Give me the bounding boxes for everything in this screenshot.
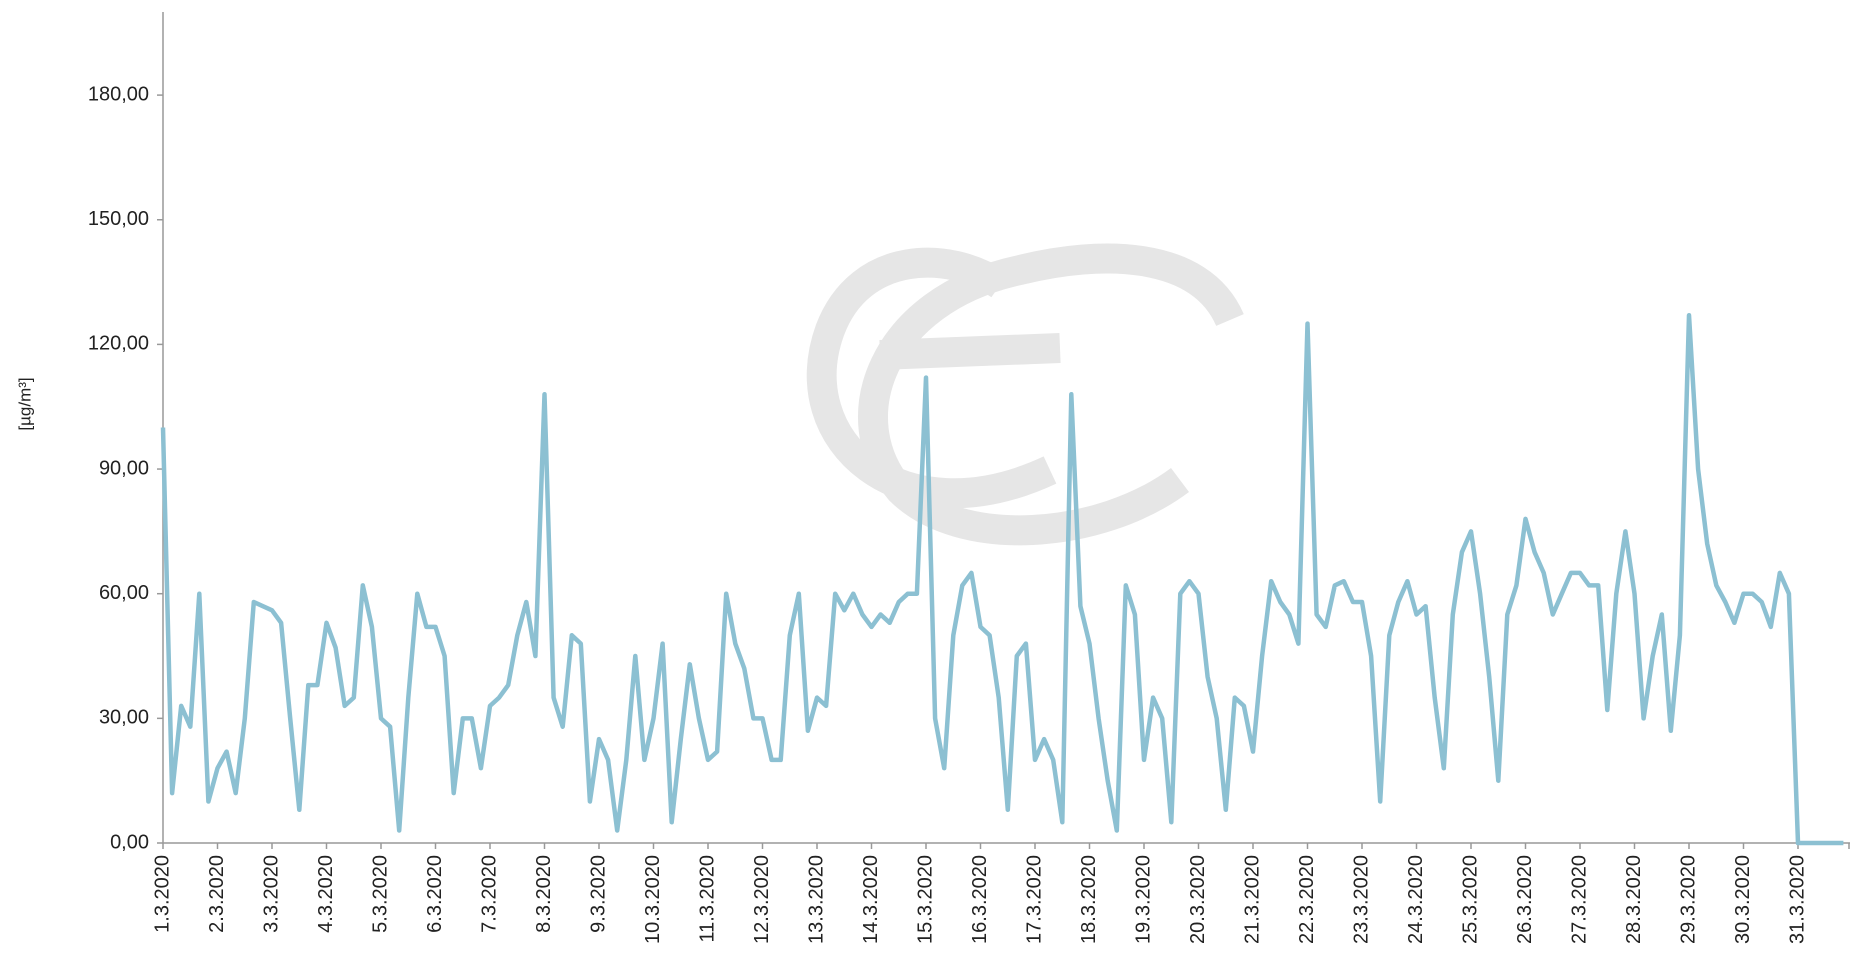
watermark-bar xyxy=(879,333,1061,370)
x-tick-label: 18.3.2020 xyxy=(1078,855,1100,944)
x-tick-label: 12.3.2020 xyxy=(751,855,773,944)
x-tick-label: 5.3.2020 xyxy=(369,855,391,933)
x-tick-label: 11.3.2020 xyxy=(696,855,718,943)
x-tick-label: 1.3.2020 xyxy=(151,855,173,933)
x-tick-label: 6.3.2020 xyxy=(424,855,446,933)
y-tick-label: 180,00 xyxy=(88,83,149,105)
x-tick-label: 24.3.2020 xyxy=(1405,855,1427,944)
watermark-c xyxy=(858,243,1244,546)
x-tick-label: 3.3.2020 xyxy=(260,855,282,933)
x-tick-label: 25.3.2020 xyxy=(1459,855,1481,944)
x-tick-label: 21.3.2020 xyxy=(1241,855,1263,944)
y-tick-label: 30,00 xyxy=(99,707,149,729)
x-tick-label: 20.3.2020 xyxy=(1187,855,1209,944)
x-tick-label: 30.3.2020 xyxy=(1732,855,1754,944)
x-tick-label: 14.3.2020 xyxy=(860,855,882,944)
y-tick-label: 90,00 xyxy=(99,457,149,479)
x-tick-label: 29.3.2020 xyxy=(1677,855,1699,944)
y-tick-label: 0,00 xyxy=(110,831,149,853)
x-tick-label: 8.3.2020 xyxy=(533,855,555,933)
x-tick-label: 13.3.2020 xyxy=(805,855,827,944)
y-axis-label: [µg/m³] xyxy=(15,377,34,430)
x-tick-label: 9.3.2020 xyxy=(587,855,609,933)
x-tick-label: 10.3.2020 xyxy=(642,855,664,944)
x-tick-label: 7.3.2020 xyxy=(478,855,500,933)
x-tick-label: 22.3.2020 xyxy=(1296,855,1318,944)
x-tick-label: 15.3.2020 xyxy=(914,855,936,944)
x-tick-label: 16.3.2020 xyxy=(969,855,991,944)
x-tick-label: 23.3.2020 xyxy=(1350,855,1372,944)
series-line xyxy=(160,313,1844,846)
x-tick-label: 26.3.2020 xyxy=(1514,855,1536,944)
x-tick-label: 31.3.2020 xyxy=(1786,855,1808,944)
x-tick-label: 17.3.2020 xyxy=(1023,855,1045,944)
x-tick-label: 4.3.2020 xyxy=(315,855,337,933)
watermark xyxy=(806,243,1244,546)
x-tick-label: 19.3.2020 xyxy=(1132,855,1154,944)
x-tick-label: 2.3.2020 xyxy=(206,855,228,933)
watermark-e xyxy=(806,247,1057,509)
y-tick-label: 60,00 xyxy=(99,582,149,604)
y-tick-label: 150,00 xyxy=(88,208,149,230)
y-tick-label: 120,00 xyxy=(88,333,149,355)
x-tick-label: 28.3.2020 xyxy=(1623,855,1645,944)
x-tick-label: 27.3.2020 xyxy=(1568,855,1590,944)
